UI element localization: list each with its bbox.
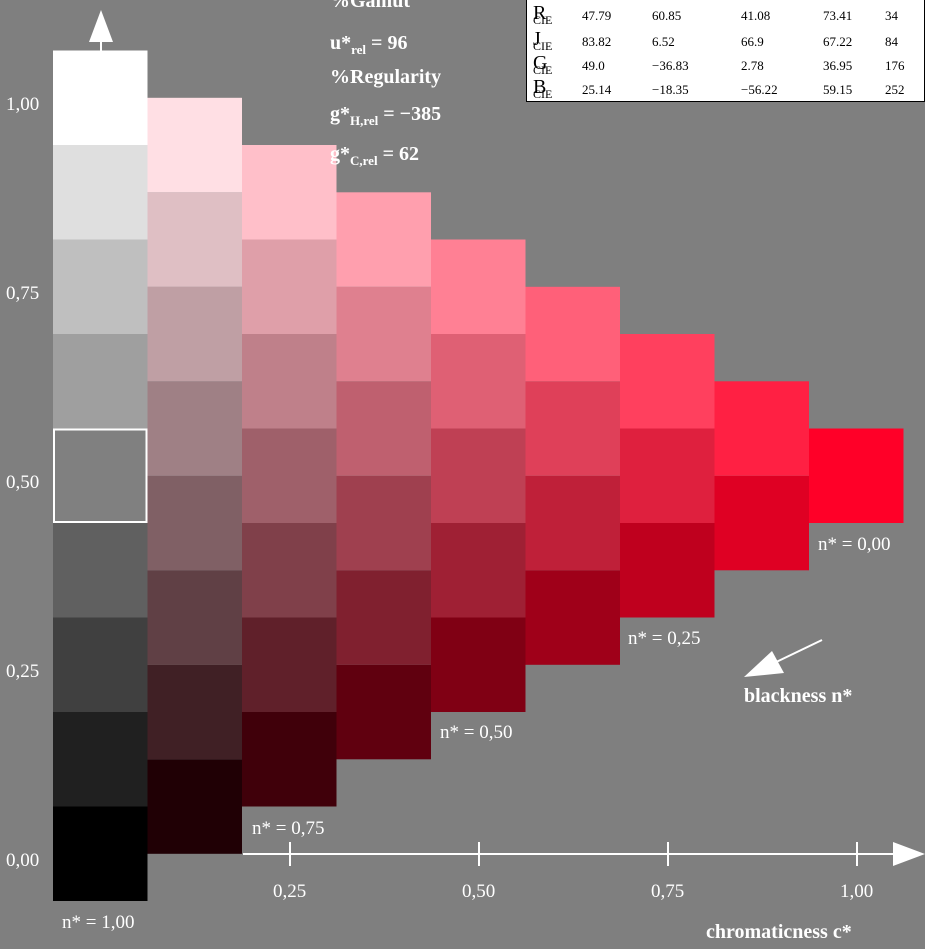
color-cell-c1-w4 <box>147 381 242 476</box>
color-cell-c8-w0 <box>809 428 904 523</box>
color-cell-c0-w7 <box>53 145 148 240</box>
row-label-b: B CIE <box>533 76 553 101</box>
color-cell-c1-w3 <box>147 475 242 571</box>
x-axis-title: chromaticness c* <box>706 921 852 943</box>
color-cell-c0-w1 <box>53 712 148 807</box>
color-cell-c3-w0 <box>336 664 431 760</box>
table-row-r: R CIE 47.79 60.85 41.08 73.41 34 <box>533 2 898 27</box>
color-cell-c6-w2 <box>620 334 715 429</box>
color-cell-c0-w8 <box>53 50 148 145</box>
color-cell-c4-w0 <box>431 617 526 712</box>
color-cell-c2-w3 <box>242 428 337 523</box>
color-cell-c5-w2 <box>525 381 620 476</box>
g-h-rel-metric: g*H,rel = −385 <box>330 103 442 128</box>
color-cell-c7-w1 <box>714 381 809 476</box>
vertical-axis-arrow <box>89 10 113 42</box>
color-cell-c3-w4 <box>336 286 431 382</box>
color-cell-c0-w6 <box>53 239 148 334</box>
color-cell-c3-w3 <box>336 381 431 476</box>
color-cell-c1-w2 <box>147 570 242 665</box>
color-cell-c2-w0 <box>242 712 337 807</box>
color-cell-c5-w3 <box>525 286 620 382</box>
g-c-rel-metric: g*C,rel = 62 <box>330 143 419 168</box>
color-cell-c3-w1 <box>336 570 431 665</box>
color-cell-c2-w2 <box>242 523 337 618</box>
color-cell-c5-w1 <box>525 475 620 571</box>
n-label-050: n* = 0,50 <box>440 722 513 743</box>
color-cell-c0-w2 <box>53 617 148 712</box>
color-cell-c0-w0 <box>53 806 148 901</box>
color-cell-c4-w1 <box>431 523 526 618</box>
color-cell-c3-w5 <box>336 192 431 287</box>
color-cell-c2-w6 <box>242 145 337 240</box>
color-cell-c0-w4 <box>53 428 148 523</box>
row-label-j: J CIE <box>533 28 553 53</box>
table-row-g: G CIE 49.0 −36.83 2.78 36.95 176 <box>533 52 905 77</box>
color-cell-c7-w0 <box>714 475 809 571</box>
color-cell-c1-w6 <box>147 192 242 287</box>
row-label-g: G CIE <box>533 52 553 77</box>
color-cell-c4-w3 <box>431 334 526 429</box>
n-label-025: n* = 0,25 <box>628 628 701 649</box>
horizontal-axis-arrow <box>893 842 925 866</box>
color-cell-c5-w0 <box>525 570 620 665</box>
row-label-r: R CIE <box>533 2 553 27</box>
u-rel-metric: u*rel = 96 <box>330 32 408 57</box>
highlighted-gray-cell <box>53 428 148 523</box>
y-tick-label-075: 0,75 <box>6 283 40 304</box>
y-tick-label-025: 0,25 <box>6 661 40 682</box>
color-cell-c4-w4 <box>431 239 526 334</box>
cie-values-table: R CIE 47.79 60.85 41.08 73.41 34 J CIE 83.… <box>526 0 925 102</box>
color-cell-c2-w5 <box>242 239 337 334</box>
y-tick-label-000: 0,00 <box>6 850 40 871</box>
blackness-axis-title: blackness n* <box>744 685 853 707</box>
y-tick-label-100: 1,00 <box>6 94 40 115</box>
x-tick-label-075: 0,75 <box>651 881 685 902</box>
x-tick-label-050: 0,50 <box>462 881 496 902</box>
axes <box>89 10 925 866</box>
color-cell-c0-w3 <box>53 523 148 618</box>
table-row-b: B CIE 25.14 −18.35 −56.22 59.15 252 <box>533 76 905 101</box>
color-cell-c2-w1 <box>242 617 337 712</box>
gamut-heading: %Gamut <box>330 0 410 12</box>
color-cell-c0-w5 <box>53 334 148 429</box>
y-tick-label-050: 0,50 <box>6 472 40 493</box>
n-label-000: n* = 0,00 <box>818 534 891 555</box>
color-cells <box>53 50 904 901</box>
regularity-heading: %Regularity <box>330 66 442 88</box>
color-cell-c6-w1 <box>620 428 715 523</box>
color-cell-c3-w2 <box>336 475 431 571</box>
color-cell-c4-w2 <box>431 428 526 523</box>
n-label-100: n* = 1,00 <box>62 912 135 933</box>
x-tick-label-100: 1,00 <box>840 881 874 902</box>
color-cell-c1-w0 <box>147 759 242 854</box>
color-cell-c1-w7 <box>147 97 242 193</box>
blackness-arrow-head <box>744 651 784 677</box>
color-cell-c1-w5 <box>147 286 242 382</box>
n-label-075: n* = 0,75 <box>252 818 325 839</box>
table-row-j: J CIE 83.82 6.52 66.9 67.22 84 <box>533 28 898 53</box>
color-cell-c1-w1 <box>147 664 242 760</box>
blackness-arrow-line <box>769 639 823 666</box>
color-cell-c6-w0 <box>620 523 715 618</box>
x-tick-label-025: 0,25 <box>273 881 307 902</box>
color-cell-c2-w4 <box>242 334 337 429</box>
